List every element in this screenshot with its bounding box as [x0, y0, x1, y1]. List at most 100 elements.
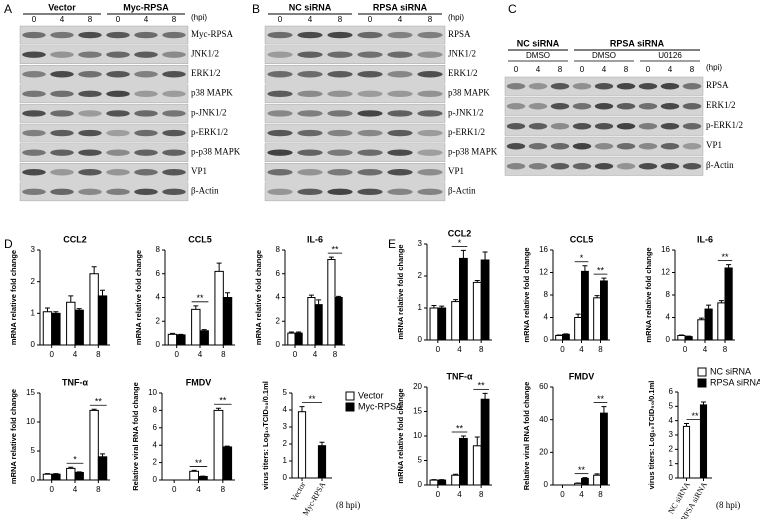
error-bar	[100, 453, 106, 457]
blot-band	[357, 188, 383, 196]
error-bar	[191, 469, 197, 472]
legend-swatch	[697, 378, 707, 388]
blot-band	[387, 188, 413, 196]
blot-band	[357, 129, 383, 137]
blot-band	[528, 103, 548, 110]
lane-label: 8	[558, 65, 563, 74]
blot-band	[387, 169, 413, 176]
error-bar	[575, 313, 581, 318]
error-bar	[308, 294, 314, 298]
bar	[167, 333, 178, 346]
y-tick-label: 5	[283, 388, 288, 397]
blot-band	[106, 149, 130, 156]
x-tick-label: 4	[579, 345, 584, 354]
bar	[600, 280, 608, 341]
legend-swatch	[697, 367, 707, 377]
error-bar	[68, 466, 74, 469]
lane-label: 0	[368, 15, 373, 24]
blot-strip	[264, 182, 446, 202]
x-tick-label: 4	[73, 485, 78, 494]
row-label: JNK1/2	[191, 48, 219, 58]
blot-band	[134, 129, 158, 137]
error-bar	[601, 277, 607, 281]
bar	[213, 409, 224, 481]
bar	[74, 471, 84, 481]
blot-band	[506, 143, 526, 150]
blot-band	[267, 149, 293, 156]
y-axis-label: virus titers: Log₁₀TCID₅₀/0.1ml	[647, 381, 656, 490]
bar	[191, 308, 201, 346]
row-label: VP1	[191, 166, 207, 176]
chart-title: IL-6	[697, 234, 713, 244]
bar	[314, 304, 323, 346]
error-bar	[76, 471, 82, 473]
blot-band	[106, 71, 130, 78]
y-tick-label: 8	[156, 245, 161, 254]
blot-band	[682, 83, 702, 90]
blot-band	[682, 123, 702, 130]
unit-label: (hpi)	[191, 13, 207, 22]
blot-band	[594, 143, 614, 150]
chart-title: CCL2	[448, 228, 472, 238]
y-tick-label: 12	[539, 268, 548, 277]
bar	[222, 297, 233, 346]
blot-band	[22, 31, 46, 39]
bar	[724, 267, 733, 341]
blot-band	[387, 31, 413, 39]
error-bar	[706, 304, 712, 310]
y-tick-label: 1	[669, 459, 674, 468]
bar	[222, 446, 233, 481]
error-bar	[453, 299, 459, 302]
y-tick-label: 8	[276, 245, 281, 254]
blot-band	[267, 71, 293, 78]
bar	[472, 281, 482, 341]
lane-label: 8	[690, 65, 695, 74]
y-tick-label: 8	[544, 290, 549, 299]
blot-band	[387, 51, 413, 58]
bar	[704, 308, 713, 341]
blot-band	[267, 129, 293, 137]
x-tick-label: 8	[333, 350, 338, 359]
x-tick-label: 0	[436, 345, 441, 354]
blot-band	[594, 163, 614, 170]
error-bar	[193, 305, 199, 310]
significance-label: *	[458, 238, 462, 248]
significance-label: *	[580, 253, 584, 263]
blot-band	[327, 71, 353, 78]
bar	[699, 404, 708, 479]
x-tick-label: 8	[221, 350, 226, 359]
y-tick-label: 0	[544, 480, 549, 489]
bar	[451, 474, 461, 486]
row-label: p-JNK1/2	[191, 107, 227, 117]
blot-strip	[264, 104, 446, 123]
y-tick-label: 5	[418, 456, 423, 465]
blot-band	[78, 71, 102, 78]
bar	[682, 425, 691, 479]
chart-title: CCL2	[63, 234, 87, 244]
bar	[677, 335, 686, 341]
legend-label: Vector	[358, 390, 384, 400]
blot-band	[162, 169, 186, 176]
blot-band	[162, 31, 186, 39]
blot-band	[528, 143, 548, 150]
blot-band	[297, 110, 323, 117]
blot-band	[660, 123, 680, 130]
x-tick-label: 8	[598, 345, 603, 354]
lane-label: 8	[88, 15, 93, 24]
y-tick-label: 15	[26, 388, 35, 397]
bar	[437, 307, 447, 341]
significance-label: **	[219, 396, 227, 406]
y-tick-label: 2	[153, 458, 158, 467]
y-tick-label: 10	[148, 388, 157, 397]
bar	[97, 456, 108, 481]
x-tick-label: 0	[560, 345, 565, 354]
significance-label: **	[597, 266, 605, 276]
error-bar	[225, 292, 231, 298]
blot-band	[22, 71, 46, 78]
bar	[42, 311, 53, 346]
blot-band	[638, 143, 658, 150]
blot-band	[162, 71, 186, 78]
x-tick-label: 8	[96, 485, 101, 494]
y-tick-label: 6	[156, 269, 161, 278]
blot-band	[616, 103, 636, 110]
